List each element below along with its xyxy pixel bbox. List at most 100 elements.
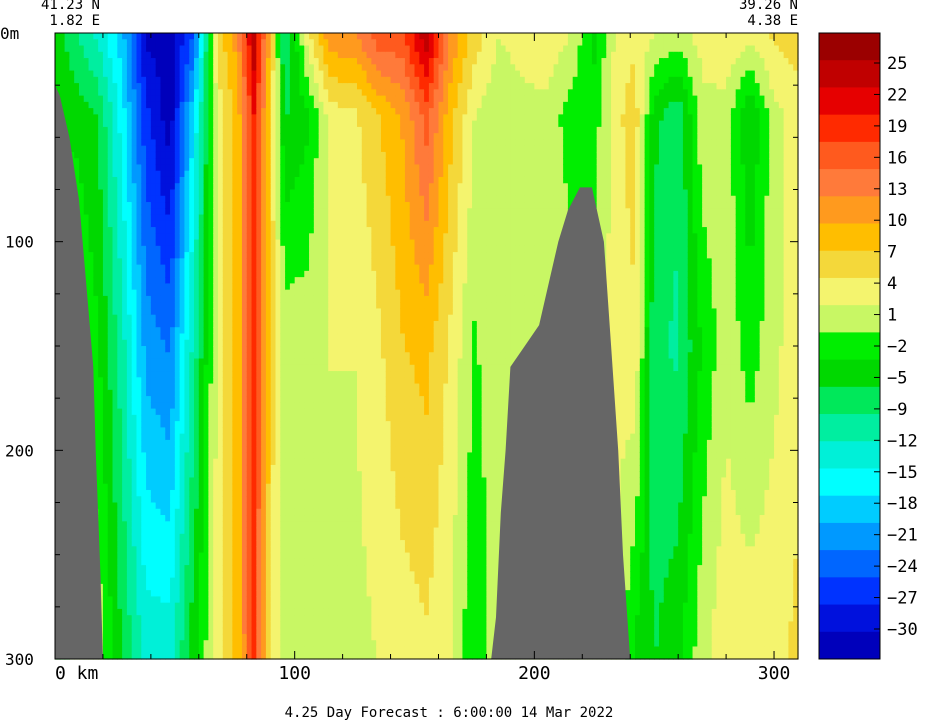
field-cell — [213, 39, 219, 47]
field-cell — [184, 151, 190, 159]
field-cell — [126, 214, 133, 222]
field-cell — [232, 439, 238, 447]
field-cell — [275, 640, 281, 648]
field-cell — [217, 45, 224, 53]
field-cell — [208, 70, 214, 78]
field-cell — [280, 483, 286, 491]
field-cell — [141, 402, 147, 410]
field-cell — [146, 83, 152, 90]
field-cell — [112, 170, 118, 178]
field-cell — [208, 464, 214, 472]
field-cell — [117, 346, 123, 353]
field-cell — [241, 133, 248, 141]
field-cell — [117, 414, 123, 422]
field-cell — [275, 133, 281, 141]
field-cell — [261, 252, 267, 259]
field-cell — [289, 164, 296, 172]
field-cell — [222, 114, 229, 122]
field-cell — [122, 383, 128, 391]
field-cell — [237, 327, 243, 335]
field-cell — [203, 371, 209, 378]
field-cell — [285, 577, 291, 585]
field-cell — [141, 258, 147, 266]
field-cell — [102, 320, 109, 328]
field-cell — [256, 471, 262, 479]
field-cell — [150, 364, 157, 372]
field-cell — [141, 95, 147, 103]
field-cell — [289, 552, 296, 560]
field-cell — [78, 76, 85, 84]
field-cell — [150, 389, 157, 397]
field-cell — [251, 126, 257, 134]
field-cell — [241, 558, 248, 566]
field-cell — [251, 571, 257, 579]
field-cell — [280, 377, 286, 385]
field-cell — [98, 70, 104, 78]
field-cell — [222, 45, 229, 53]
field-cell — [131, 489, 138, 497]
field-cell — [275, 108, 281, 115]
field-cell — [179, 51, 186, 59]
field-cell — [198, 295, 205, 303]
field-cell — [112, 608, 118, 616]
field-cell — [69, 83, 75, 90]
field-cell — [102, 283, 109, 291]
field-cell — [265, 214, 272, 222]
field-cell — [179, 421, 186, 428]
field-cell — [83, 258, 90, 266]
field-cell — [136, 264, 142, 272]
field-cell — [194, 527, 200, 535]
field-cell — [74, 89, 80, 97]
field-cell — [165, 489, 171, 497]
field-cell — [198, 439, 205, 447]
field-cell — [265, 602, 272, 610]
field-cell — [232, 89, 238, 97]
field-cell — [146, 183, 152, 191]
field-cell — [261, 151, 267, 159]
field-cell — [184, 45, 190, 53]
field-cell — [217, 239, 224, 247]
field-cell — [102, 571, 109, 579]
field-cell — [208, 108, 214, 115]
field-cell — [55, 51, 61, 59]
field-cell — [93, 414, 99, 422]
field-cell — [146, 320, 152, 328]
field-cell — [102, 377, 109, 385]
field-cell — [78, 151, 85, 159]
field-cell — [112, 533, 118, 541]
field-cell — [141, 195, 147, 203]
field-cell — [74, 164, 80, 172]
field-cell — [280, 89, 286, 97]
field-cell — [241, 496, 248, 504]
field-cell — [237, 358, 243, 366]
field-cell — [237, 364, 243, 372]
field-cell — [146, 489, 152, 497]
field-cell — [280, 220, 286, 228]
field-cell — [117, 571, 123, 579]
field-cell — [251, 389, 257, 397]
field-cell — [170, 145, 176, 153]
field-cell — [261, 602, 267, 610]
field-cell — [289, 158, 296, 166]
field-cell — [280, 583, 286, 591]
field-cell — [232, 51, 238, 59]
field-cell — [122, 202, 128, 209]
field-cell — [160, 471, 166, 479]
field-cell — [246, 83, 253, 90]
field-cell — [217, 608, 224, 616]
field-cell — [131, 508, 138, 516]
field-cell — [189, 615, 195, 623]
field-cell — [155, 45, 162, 53]
field-cell — [203, 264, 209, 272]
field-cell — [289, 608, 296, 616]
field-cell — [203, 295, 209, 303]
field-cell — [112, 295, 118, 303]
field-cell — [280, 101, 286, 109]
field-cell — [265, 126, 272, 134]
field-cell — [208, 64, 214, 72]
field-cell — [194, 302, 200, 310]
field-cell — [275, 233, 281, 241]
field-cell — [217, 565, 224, 572]
field-cell — [150, 546, 157, 554]
field-cell — [217, 602, 224, 610]
